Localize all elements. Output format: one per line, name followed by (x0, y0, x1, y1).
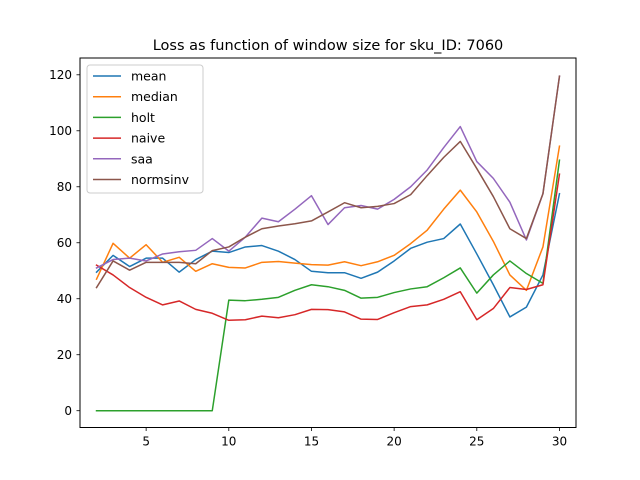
x-axis: 5 10 15 20 25 30 (142, 427, 567, 449)
y-tick-label: 120 (49, 68, 72, 82)
series-line-normsinv (95, 75, 561, 289)
series-layer (95, 75, 561, 412)
legend-label-saa: saa (131, 151, 153, 166)
x-tick-label: 30 (552, 435, 567, 449)
chart-title: Loss as function of window size for sku_… (153, 38, 504, 54)
x-tick-label: 25 (469, 435, 484, 449)
series-line-holt (95, 159, 561, 412)
y-axis: 0 20 40 60 80 100 120 (49, 68, 80, 418)
y-tick-label: 80 (57, 180, 72, 194)
legend-label-holt: holt (131, 110, 155, 125)
x-tick-label: 5 (142, 435, 150, 449)
series-line-naive (95, 173, 561, 322)
y-tick-label: 20 (57, 348, 72, 362)
y-tick-label: 100 (49, 124, 72, 138)
series-line-median (95, 145, 561, 292)
legend-label-mean: mean (131, 69, 166, 84)
y-tick-label: 0 (64, 404, 72, 418)
x-tick-label: 10 (221, 435, 236, 449)
legend-label-median: median (131, 89, 178, 104)
x-tick-label: 15 (304, 435, 319, 449)
series-line-mean (95, 192, 561, 318)
y-tick-label: 60 (57, 236, 72, 250)
legend-label-normsinv: normsinv (131, 172, 190, 187)
y-tick-label: 40 (57, 292, 72, 306)
legend: mean median holt naive saa normsinv (86, 64, 204, 194)
legend-label-naive: naive (131, 131, 165, 146)
series-line-saa (95, 75, 561, 269)
x-tick-label: 20 (386, 435, 401, 449)
